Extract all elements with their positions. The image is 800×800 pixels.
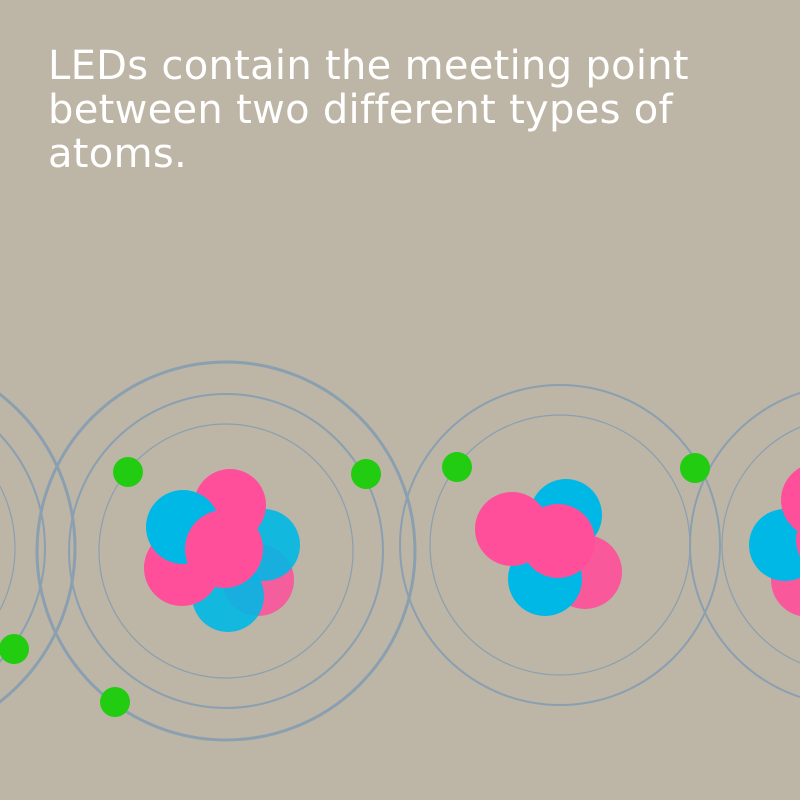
middle-orbit — [0, 433, 46, 663]
outer-orbit — [399, 384, 721, 706]
atom-2 — [399, 384, 721, 706]
electron — [113, 457, 143, 487]
outer-orbit — [689, 391, 800, 699]
neutron — [749, 509, 800, 581]
inner-orbit — [721, 426, 800, 664]
nucleus — [749, 467, 800, 617]
proton — [185, 510, 263, 588]
nucleus — [475, 479, 622, 616]
atom-left-partial — [0, 392, 77, 704]
outer-orbit — [35, 360, 417, 742]
proton — [796, 523, 800, 557]
inner-orbit — [98, 423, 354, 679]
proton — [521, 504, 595, 578]
electron — [442, 452, 472, 482]
inner-orbit — [0, 484, 16, 612]
electron — [351, 459, 381, 489]
electron — [680, 453, 710, 483]
middle-orbit — [68, 393, 384, 709]
outer-orbit — [0, 392, 77, 704]
nucleus — [144, 469, 300, 632]
atom-right-partial — [680, 391, 800, 699]
proton — [781, 467, 800, 533]
caption-text: LEDs contain the meeting point between t… — [48, 43, 689, 177]
electron — [0, 634, 29, 664]
atom-1 — [35, 360, 417, 742]
electron — [100, 687, 130, 717]
